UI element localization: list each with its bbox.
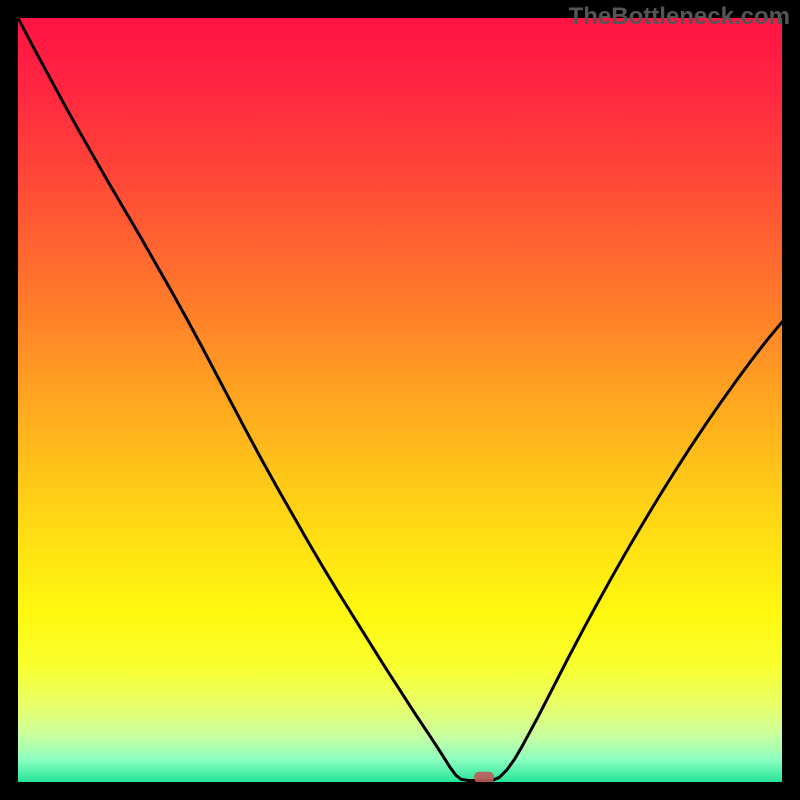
plot-background xyxy=(18,18,782,782)
watermark-text: TheBottleneck.com xyxy=(569,3,790,31)
chart-stage: TheBottleneck.com xyxy=(0,0,800,800)
bottleneck-curve-plot xyxy=(18,18,782,782)
optimal-point-marker xyxy=(474,772,494,782)
